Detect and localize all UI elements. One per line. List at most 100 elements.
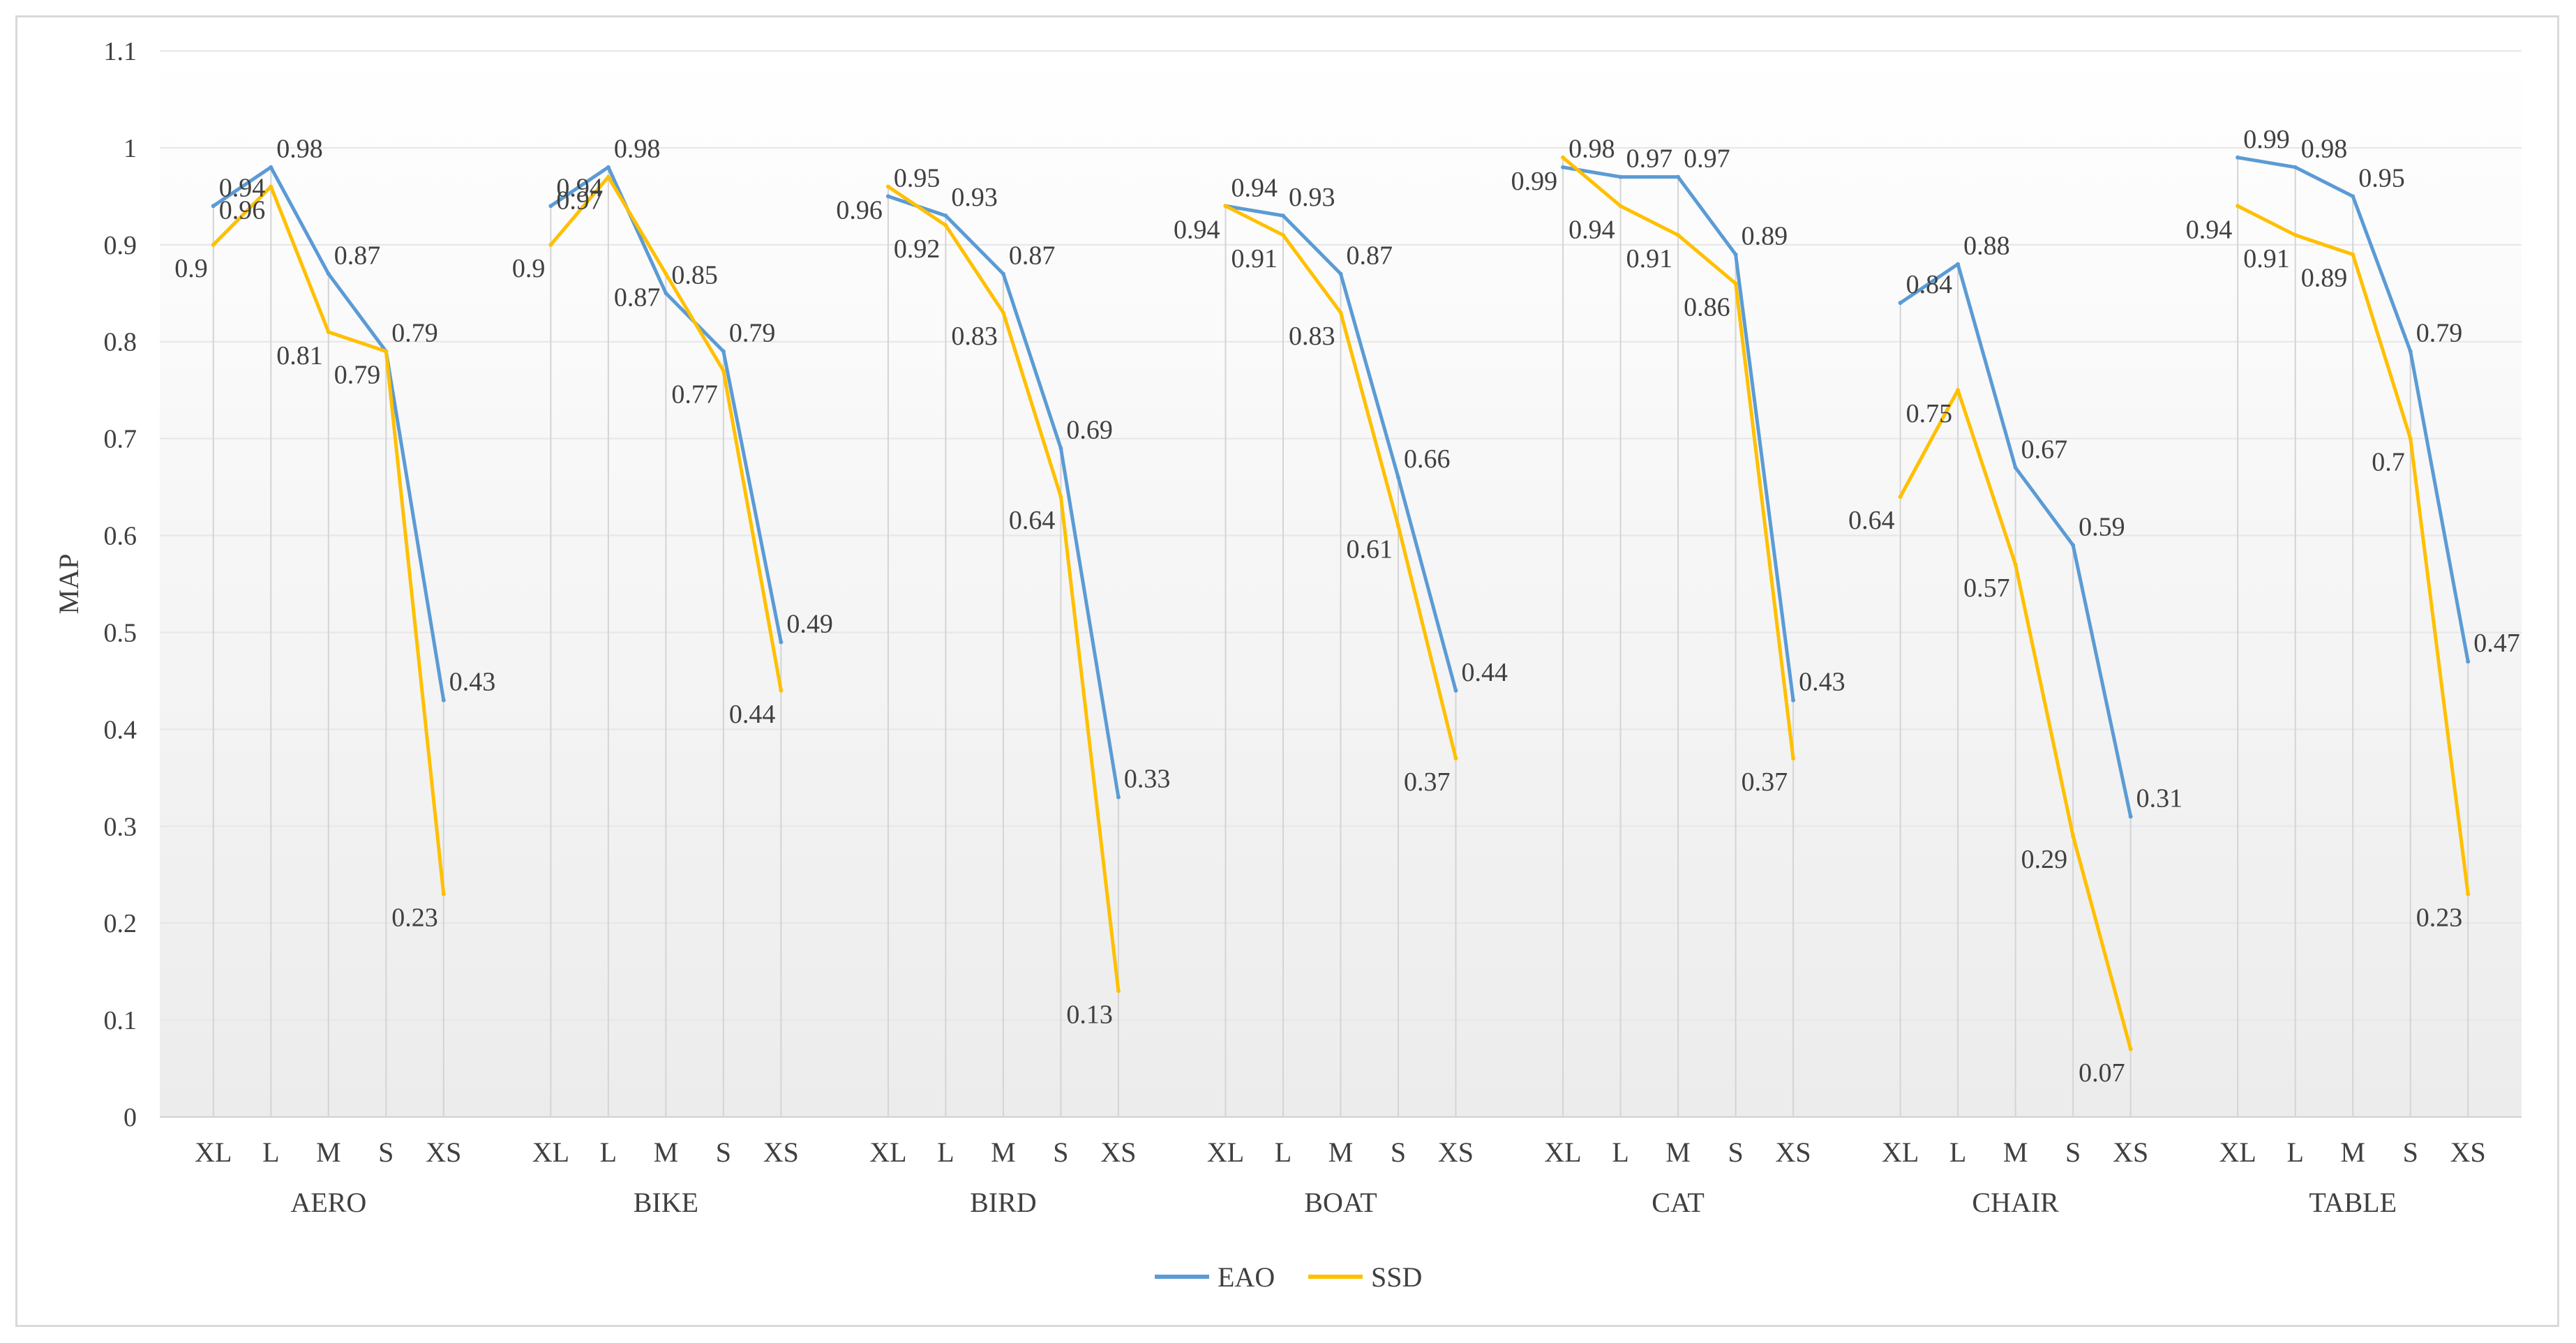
data-label-eao: 0.87	[334, 241, 381, 270]
data-point-eao	[885, 194, 890, 199]
y-tick-label: 1.1	[104, 37, 137, 66]
data-point-ssd	[1956, 388, 1961, 393]
data-point-eao	[2013, 465, 2018, 470]
data-point-ssd	[1058, 494, 1063, 499]
x-tick-label: L	[937, 1136, 954, 1168]
data-point-ssd	[441, 892, 446, 896]
data-label-eao: 0.94	[219, 173, 266, 202]
data-point-ssd	[885, 184, 890, 189]
data-label-eao: 0.31	[2136, 783, 2183, 813]
data-point-eao	[2408, 349, 2413, 354]
data-point-eao	[1618, 174, 1623, 179]
data-label-ssd: 0.89	[2301, 264, 2348, 293]
y-tick-label: 0.6	[104, 522, 137, 551]
data-point-eao	[326, 271, 331, 276]
y-axis-title: MAP	[53, 554, 84, 615]
data-label-ssd: 0.37	[1404, 767, 1451, 797]
data-label-eao: 0.43	[449, 668, 496, 697]
x-tick-label: XL	[1207, 1136, 1244, 1168]
data-point-ssd	[1338, 310, 1343, 315]
x-tick-label: XS	[426, 1136, 461, 1168]
x-tick-label: L	[600, 1136, 617, 1168]
data-point-eao	[2466, 659, 2471, 664]
data-label-eao: 0.97	[1684, 144, 1730, 174]
data-point-eao	[2236, 155, 2240, 160]
data-label-ssd: 0.64	[1009, 506, 1056, 535]
y-tick-label: 0.8	[104, 328, 137, 357]
data-point-ssd	[2466, 892, 2471, 896]
data-label-eao: 0.98	[1568, 135, 1615, 164]
x-tick-label: XS	[1776, 1136, 1811, 1168]
x-tick-label: M	[1665, 1136, 1691, 1168]
data-label-eao: 0.99	[2243, 125, 2290, 154]
data-label-ssd: 0.94	[1568, 215, 1615, 244]
x-tick-label: XS	[1100, 1136, 1136, 1168]
y-tick-label: 0.9	[104, 231, 137, 260]
group-label: BIKE	[634, 1187, 698, 1218]
data-label-eao: 0.94	[1231, 173, 1278, 202]
data-label-ssd: 0.57	[1963, 573, 2010, 603]
x-tick-label: XL	[2219, 1136, 2256, 1168]
legend-label-eao: EAO	[1218, 1261, 1275, 1293]
data-point-ssd	[2351, 252, 2356, 257]
x-tick-label: L	[1612, 1136, 1628, 1168]
data-label-ssd: 0.87	[614, 283, 661, 312]
data-label-ssd: 0.96	[219, 195, 266, 225]
data-label-ssd: 0.9	[512, 254, 546, 283]
data-label-ssd: 0.23	[2416, 903, 2463, 933]
data-point-ssd	[384, 349, 389, 354]
data-point-ssd	[1116, 989, 1121, 993]
data-point-ssd	[2128, 1046, 2133, 1051]
data-label-ssd: 0.86	[1684, 292, 1730, 322]
x-tick-label: XL	[532, 1136, 569, 1168]
data-label-ssd: 0.61	[1347, 535, 1393, 564]
x-tick-label: XL	[195, 1136, 232, 1168]
data-point-ssd	[1001, 310, 1005, 315]
data-point-eao	[2351, 194, 2356, 199]
data-point-eao	[1733, 252, 1738, 257]
data-label-ssd: 0.91	[1626, 244, 1673, 273]
data-point-eao	[1561, 165, 1566, 170]
data-label-eao: 0.88	[1963, 232, 2010, 261]
group-label: CAT	[1652, 1187, 1705, 1218]
x-tick-label: M	[654, 1136, 679, 1168]
data-label-ssd: 0.64	[1848, 506, 1895, 535]
data-point-ssd	[326, 329, 331, 334]
data-label-ssd: 0.37	[1742, 767, 1788, 797]
data-label-eao: 0.44	[1462, 658, 1508, 687]
data-point-ssd	[1791, 756, 1796, 761]
data-label-eao: 0.84	[1906, 270, 1953, 299]
data-label-ssd: 0.7	[2372, 448, 2405, 477]
x-tick-label: S	[716, 1136, 731, 1168]
group-label: TABLE	[2309, 1187, 2397, 1218]
data-label-eao: 0.43	[1799, 668, 1845, 697]
data-label-ssd: 0.13	[1066, 1000, 1113, 1029]
y-tick-label: 0.7	[104, 425, 137, 454]
x-tick-label: S	[1391, 1136, 1406, 1168]
group-label: BIRD	[970, 1187, 1037, 1218]
data-label-eao: 0.67	[2021, 435, 2068, 464]
data-point-ssd	[1618, 204, 1623, 209]
data-point-eao	[269, 165, 274, 170]
y-tick-label: 0	[123, 1103, 137, 1132]
data-label-ssd: 0.83	[951, 322, 998, 351]
data-label-eao: 0.85	[671, 260, 718, 290]
x-tick-label: XS	[2450, 1136, 2486, 1168]
y-tick-label: 0.2	[104, 909, 137, 938]
data-label-ssd: 0.94	[2186, 215, 2233, 244]
data-label-ssd: 0.96	[836, 195, 883, 225]
data-label-eao: 0.79	[2416, 319, 2463, 348]
data-label-ssd: 0.07	[2079, 1058, 2125, 1088]
data-point-eao	[664, 291, 668, 296]
data-label-eao: 0.66	[1404, 444, 1451, 474]
axis-layer: 00.10.20.30.40.50.60.70.80.911.1XL L M S XSA…	[53, 37, 2486, 1218]
data-label-ssd: 0.44	[729, 700, 776, 729]
data-label-eao: 0.69	[1066, 416, 1113, 445]
data-point-ssd	[2013, 562, 2018, 567]
data-labels-layer: 0.94 0.98 0.87 0.79 0.43 0.94 0.98 0.85 0.79 0.49…	[174, 125, 2519, 1088]
data-point-ssd	[2408, 436, 2413, 441]
group-label: AERO	[290, 1187, 366, 1218]
x-tick-label: M	[316, 1136, 341, 1168]
